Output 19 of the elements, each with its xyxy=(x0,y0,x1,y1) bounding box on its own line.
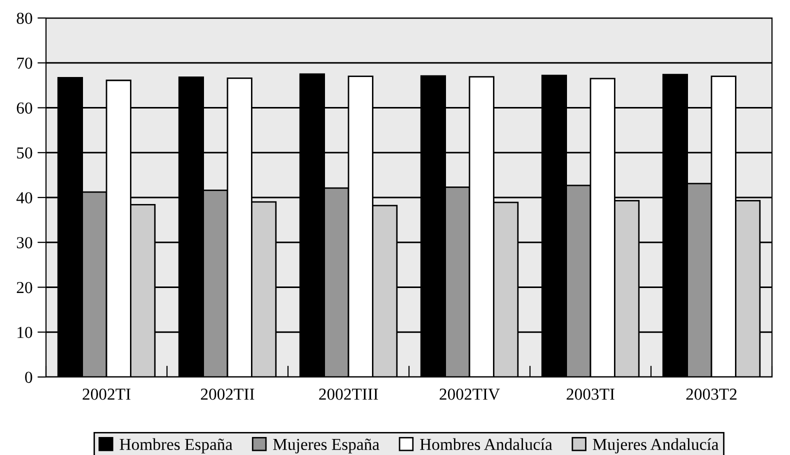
y-tick-label: 60 xyxy=(16,102,32,114)
y-tick-label: 0 xyxy=(25,372,32,383)
legend-label: Hombres Andalucía xyxy=(420,438,552,450)
legend-label: Mujeres España xyxy=(273,438,380,454)
x-tick-label: 2003TI xyxy=(566,388,614,400)
y-tick-label: 50 xyxy=(17,147,32,159)
y-tick-label: 70 xyxy=(17,58,32,69)
y-tick-label: 10 xyxy=(18,326,32,338)
y-tick-label: 80 xyxy=(16,12,32,24)
legend-label: Hombres España xyxy=(120,438,232,454)
x-tick-label: 2002TIV xyxy=(440,388,500,400)
y-tick-label: 40 xyxy=(16,192,32,204)
legend-label: Mujeres Andalucía xyxy=(592,438,719,454)
y-tick-label: 20 xyxy=(16,282,32,294)
x-tick-label: 2003T2 xyxy=(686,388,737,400)
y-tick-label: 30 xyxy=(16,237,32,248)
x-tick-label: 2002TI xyxy=(82,388,130,400)
x-tick-label: 2002TIII xyxy=(319,388,378,400)
x-tick-label: 2002TII xyxy=(200,388,254,400)
